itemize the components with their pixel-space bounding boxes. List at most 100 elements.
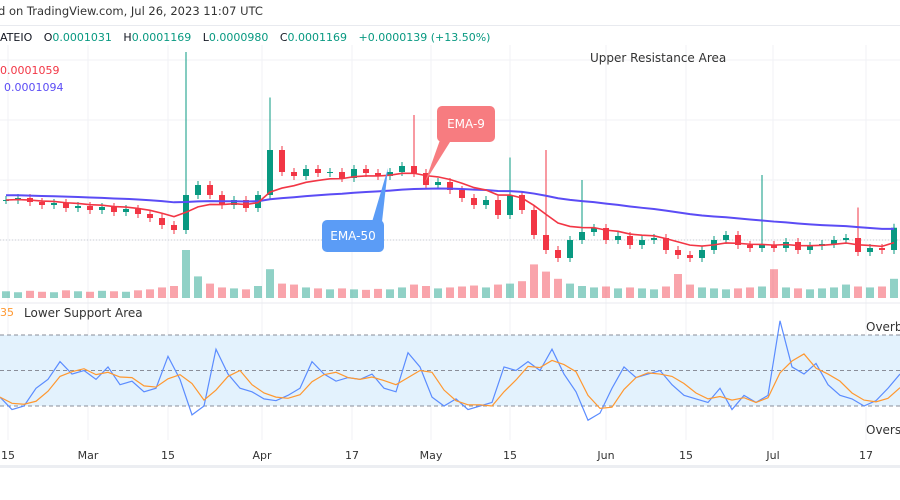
volume-bar xyxy=(530,264,538,298)
volume-bar xyxy=(638,288,646,298)
volume-bar xyxy=(254,286,262,298)
x-axis-tick-label: Jun xyxy=(597,449,615,462)
volume-bar xyxy=(38,291,46,298)
lower-support-label: Lower Support Area xyxy=(24,306,143,320)
candle-body xyxy=(63,203,69,208)
volume-bar xyxy=(206,283,214,298)
candle-body xyxy=(603,228,609,240)
volume-bar xyxy=(494,284,502,298)
candle-body xyxy=(207,185,213,195)
volume-bar xyxy=(326,289,334,298)
candle-body xyxy=(723,235,729,240)
volume-bar xyxy=(266,269,274,298)
volume-bar xyxy=(698,287,706,298)
volume-bar xyxy=(242,289,250,298)
volume-bar xyxy=(842,284,850,298)
volume-bar xyxy=(134,290,142,298)
candle-body xyxy=(267,150,273,195)
candle-body xyxy=(147,214,153,218)
x-axis-tick-label: 15 xyxy=(679,449,693,462)
candle-body xyxy=(195,185,201,195)
candle-body xyxy=(411,166,417,173)
volume-bar xyxy=(482,287,490,298)
ema50-line xyxy=(5,187,895,230)
volume-bar xyxy=(158,287,166,298)
volume-bar xyxy=(794,288,802,298)
volume-bar xyxy=(854,286,862,298)
volume-bar xyxy=(14,292,22,298)
volume-bar xyxy=(650,289,658,298)
x-axis-tick-label: 17 xyxy=(859,449,873,462)
candle-body xyxy=(615,236,621,240)
candle-body xyxy=(363,169,369,173)
volume-bar xyxy=(74,291,82,298)
volume-bar xyxy=(122,291,130,298)
volume-bar xyxy=(602,286,610,298)
ema50-callout: EMA-50 xyxy=(322,220,384,252)
candle-body xyxy=(399,166,405,172)
open-value: 0.0001031 xyxy=(52,31,112,44)
candle-body xyxy=(219,195,225,205)
candle-body xyxy=(675,250,681,255)
volume-bar xyxy=(62,290,70,298)
volume-bar xyxy=(470,285,478,298)
candle-body xyxy=(879,248,885,250)
candle-body xyxy=(747,245,753,248)
candle-body xyxy=(423,173,429,185)
volume-bar xyxy=(806,289,814,298)
volume-bar xyxy=(890,278,898,298)
volume-bar xyxy=(746,287,754,298)
volume-bar xyxy=(434,288,442,298)
volume-bar xyxy=(350,289,358,298)
candle-body xyxy=(459,190,465,198)
ohlc-legend: ATEIO O0.0001031 H0.0001169 L0.0000980 C… xyxy=(0,31,498,44)
candle-body xyxy=(519,195,525,210)
candle-body xyxy=(375,173,381,176)
volume-bar xyxy=(2,291,10,298)
candle-body xyxy=(231,200,237,205)
volume-bar xyxy=(662,286,670,298)
ema9-callout: EMA-9 xyxy=(437,106,495,142)
candle-body xyxy=(471,198,477,205)
x-axis-tick-label: 17 xyxy=(345,449,359,462)
volume-bar xyxy=(626,287,634,298)
candle-body xyxy=(555,250,561,258)
published-header: d on TradingView.com, Jul 26, 2023 11:07… xyxy=(0,4,263,18)
close-value: 0.0001169 xyxy=(287,31,348,44)
volume-bar xyxy=(554,278,562,298)
candle-body xyxy=(591,228,597,232)
volume-bar xyxy=(542,271,550,298)
volume-bar xyxy=(674,274,682,298)
candle-body xyxy=(3,200,9,201)
x-axis-tick-label: Apr xyxy=(252,449,272,462)
candle-body xyxy=(51,203,57,205)
volume-bar xyxy=(194,276,202,298)
candle-body xyxy=(123,209,129,212)
candle-body xyxy=(687,255,693,258)
open-label: O xyxy=(43,31,53,44)
volume-bar xyxy=(422,286,430,298)
volume-bar xyxy=(398,287,406,298)
volume-bar xyxy=(818,288,826,298)
volume-bar xyxy=(290,284,298,298)
rsi-legend-value: 35 xyxy=(0,306,14,319)
candle-body xyxy=(435,182,441,185)
candle-body xyxy=(531,210,537,235)
volume-bar xyxy=(338,288,346,298)
candle-body xyxy=(279,150,285,172)
change-value: +0.0000139 (+13.50%) xyxy=(358,31,491,44)
x-axis-tick-label: 15 xyxy=(503,449,517,462)
ema9-legend-value: 0.0001059 xyxy=(0,64,60,77)
candle-body xyxy=(891,227,897,250)
volume-bar xyxy=(302,287,310,298)
candle-body xyxy=(627,236,633,245)
volume-bar xyxy=(26,290,34,298)
candle-body xyxy=(135,209,141,214)
price-chart[interactable] xyxy=(0,0,900,470)
volume-bar xyxy=(218,287,226,298)
high-label: H xyxy=(123,31,132,44)
candle-body xyxy=(771,245,777,248)
ema9-callout-pointer xyxy=(425,140,450,182)
chart-bottom-border xyxy=(0,465,900,468)
candle-body xyxy=(75,206,81,208)
